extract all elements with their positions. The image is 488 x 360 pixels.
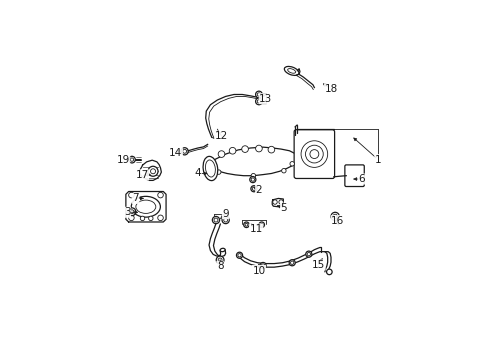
Circle shape <box>218 151 224 157</box>
Text: 11: 11 <box>249 224 262 234</box>
Text: 10: 10 <box>252 266 265 275</box>
Circle shape <box>249 176 255 183</box>
Text: 9: 9 <box>222 209 228 219</box>
Circle shape <box>260 262 265 269</box>
Circle shape <box>259 222 264 228</box>
Text: 15: 15 <box>311 260 325 270</box>
Circle shape <box>288 260 295 266</box>
Circle shape <box>251 174 255 178</box>
Circle shape <box>332 214 337 219</box>
Circle shape <box>243 222 249 228</box>
Circle shape <box>128 192 134 198</box>
Circle shape <box>306 252 310 256</box>
Text: 8: 8 <box>216 261 223 271</box>
Circle shape <box>309 150 318 158</box>
Circle shape <box>128 156 135 163</box>
Circle shape <box>260 223 263 226</box>
Text: 6: 6 <box>357 174 364 184</box>
Circle shape <box>289 162 294 166</box>
Circle shape <box>128 215 134 221</box>
Text: 16: 16 <box>331 216 344 226</box>
Polygon shape <box>272 198 283 207</box>
Circle shape <box>305 145 323 163</box>
Circle shape <box>278 200 283 204</box>
Circle shape <box>267 146 274 153</box>
Circle shape <box>183 149 186 153</box>
Circle shape <box>290 261 293 264</box>
Text: 13: 13 <box>259 94 272 104</box>
Circle shape <box>130 158 133 161</box>
Ellipse shape <box>205 160 215 177</box>
Circle shape <box>330 212 339 221</box>
Polygon shape <box>125 192 166 222</box>
Ellipse shape <box>284 67 298 75</box>
Circle shape <box>255 91 262 98</box>
Ellipse shape <box>136 200 156 213</box>
Text: 18: 18 <box>324 84 337 94</box>
Circle shape <box>237 253 241 257</box>
Text: 4: 4 <box>194 168 201 179</box>
FancyBboxPatch shape <box>344 165 364 186</box>
Text: 2: 2 <box>255 185 262 195</box>
Circle shape <box>244 223 247 226</box>
Ellipse shape <box>287 69 295 73</box>
Circle shape <box>224 218 227 222</box>
Circle shape <box>140 216 144 221</box>
Circle shape <box>281 168 285 173</box>
Text: 7: 7 <box>132 193 139 203</box>
Polygon shape <box>140 160 161 180</box>
Circle shape <box>257 93 260 96</box>
Circle shape <box>212 216 219 224</box>
Circle shape <box>255 145 262 152</box>
Circle shape <box>216 170 221 174</box>
Circle shape <box>181 148 188 155</box>
Text: 19: 19 <box>116 155 129 165</box>
Circle shape <box>261 264 264 267</box>
Circle shape <box>229 148 235 154</box>
Circle shape <box>241 146 248 152</box>
Ellipse shape <box>203 156 217 181</box>
FancyBboxPatch shape <box>293 130 334 179</box>
Circle shape <box>148 166 158 176</box>
Text: 5: 5 <box>280 203 286 213</box>
Circle shape <box>148 216 153 221</box>
Circle shape <box>130 210 134 214</box>
Ellipse shape <box>220 248 224 252</box>
Circle shape <box>255 98 262 105</box>
Circle shape <box>301 141 327 167</box>
Circle shape <box>252 187 255 190</box>
Ellipse shape <box>131 196 160 217</box>
Circle shape <box>128 208 136 216</box>
Polygon shape <box>204 147 297 176</box>
Text: 12: 12 <box>214 131 228 141</box>
Circle shape <box>208 162 212 167</box>
Circle shape <box>158 192 163 198</box>
Circle shape <box>257 100 260 103</box>
Circle shape <box>250 186 257 192</box>
Text: 14: 14 <box>169 148 182 158</box>
Circle shape <box>218 258 222 262</box>
Circle shape <box>216 256 224 264</box>
Circle shape <box>272 200 277 204</box>
Circle shape <box>158 215 163 221</box>
Circle shape <box>214 218 218 222</box>
Text: 3: 3 <box>123 207 130 217</box>
Text: 17: 17 <box>135 170 148 180</box>
Circle shape <box>222 216 229 224</box>
Text: 1: 1 <box>374 155 381 165</box>
Circle shape <box>305 251 311 257</box>
Circle shape <box>326 269 331 275</box>
Circle shape <box>236 252 242 258</box>
Circle shape <box>251 178 254 181</box>
Circle shape <box>150 169 155 174</box>
